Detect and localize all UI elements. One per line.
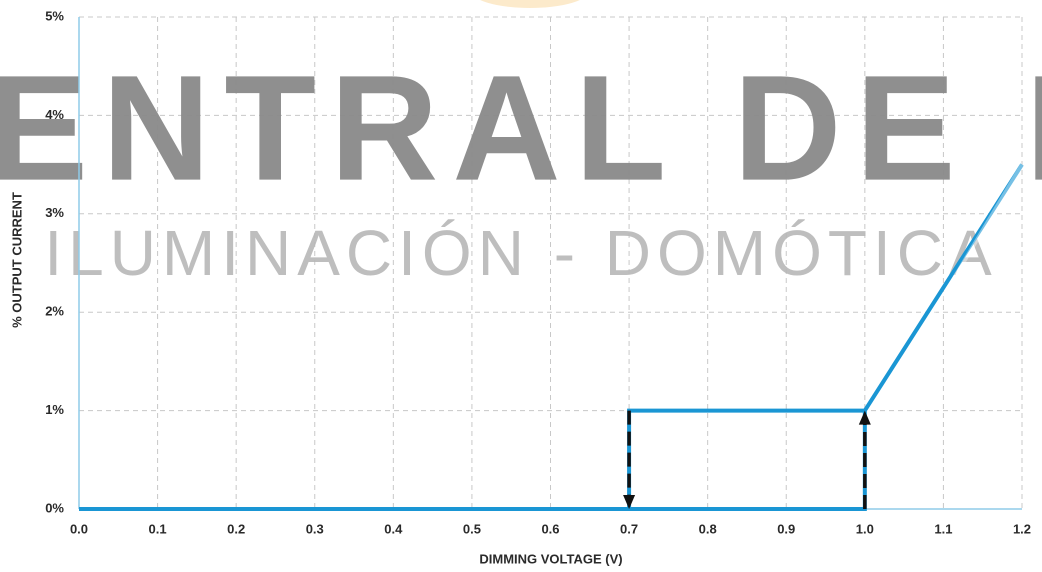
x-tick-label: 0.0: [70, 521, 88, 536]
x-tick-label: 0.5: [463, 521, 481, 536]
x-tick-label: 0.8: [699, 521, 717, 536]
x-tick-label: 1.2: [1013, 521, 1031, 536]
y-axis-label: % OUTPUT CURRENT: [9, 192, 24, 328]
x-axis-label: DIMMING VOLTAGE (V): [479, 551, 622, 566]
y-tick-label: 0%: [45, 500, 64, 515]
data-line: [627, 408, 865, 509]
x-tick-label: 0.6: [541, 521, 559, 536]
logo-glow: [480, 0, 580, 8]
x-tick-label: 1.1: [934, 521, 952, 536]
x-tick-label: 0.1: [149, 521, 167, 536]
arrow-head: [623, 495, 636, 509]
x-tick-label: 1.0: [856, 521, 874, 536]
watermark-tagline: ILUMINACIÓN - DOMÓTICA: [44, 217, 997, 289]
y-tick-label: 5%: [45, 8, 64, 23]
x-tick-label: 0.9: [777, 521, 795, 536]
x-tick-label: 0.7: [620, 521, 638, 536]
y-tick-label: 1%: [45, 402, 64, 417]
x-tick-label: 0.2: [227, 521, 245, 536]
x-tick-label: 0.3: [306, 521, 324, 536]
arrow-head: [858, 410, 871, 425]
x-tick-label: 0.4: [384, 521, 403, 536]
fade-overlay: [878, 163, 1024, 402]
watermark-brand: ENTRAL DE LU: [0, 44, 1042, 212]
y-tick-label: 3%: [45, 205, 64, 220]
y-tick-label: 2%: [45, 304, 64, 319]
y-tick-label: 4%: [45, 107, 64, 122]
